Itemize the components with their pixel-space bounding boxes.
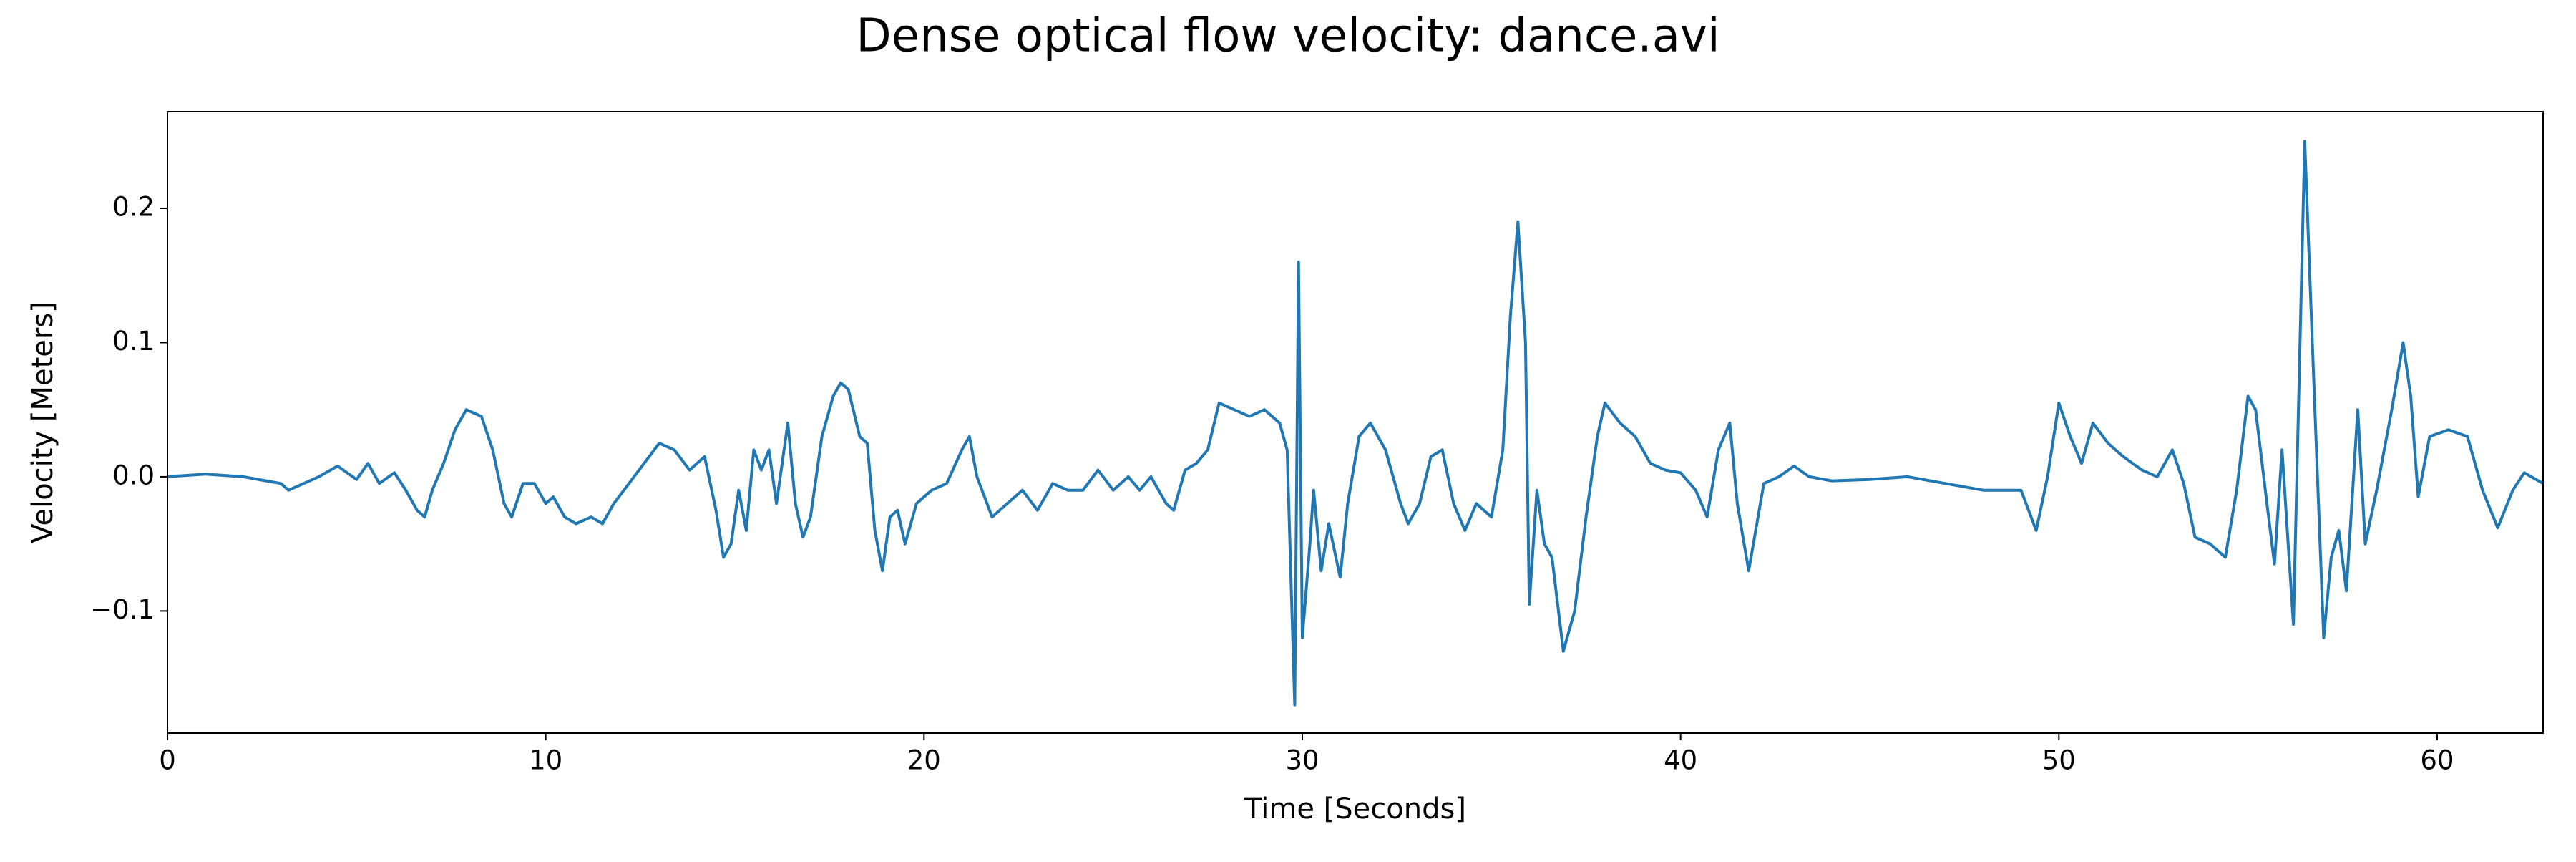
y-tick-label: 0.1 xyxy=(112,326,155,357)
x-axis-label: Time [Seconds] xyxy=(1244,793,1466,825)
x-tick-label: 50 xyxy=(2042,745,2076,776)
y-tick-label: 0.2 xyxy=(112,191,155,222)
x-tick-label: 0 xyxy=(159,745,176,776)
plot-frame xyxy=(167,111,2544,734)
chart-title: Dense optical flow velocity: dance.avi xyxy=(856,10,1719,63)
line-series xyxy=(167,140,2543,707)
x-tick-label: 20 xyxy=(907,745,941,776)
x-tick-label: 10 xyxy=(529,745,562,776)
y-axis-label: Velocity [Meters] xyxy=(26,301,59,543)
y-tick-label: −0.1 xyxy=(90,594,155,625)
y-tick-label: 0.0 xyxy=(112,460,155,490)
x-tick-label: 60 xyxy=(2420,745,2454,776)
x-tick-label: 40 xyxy=(1664,745,1697,776)
x-tick-label: 30 xyxy=(1285,745,1319,776)
